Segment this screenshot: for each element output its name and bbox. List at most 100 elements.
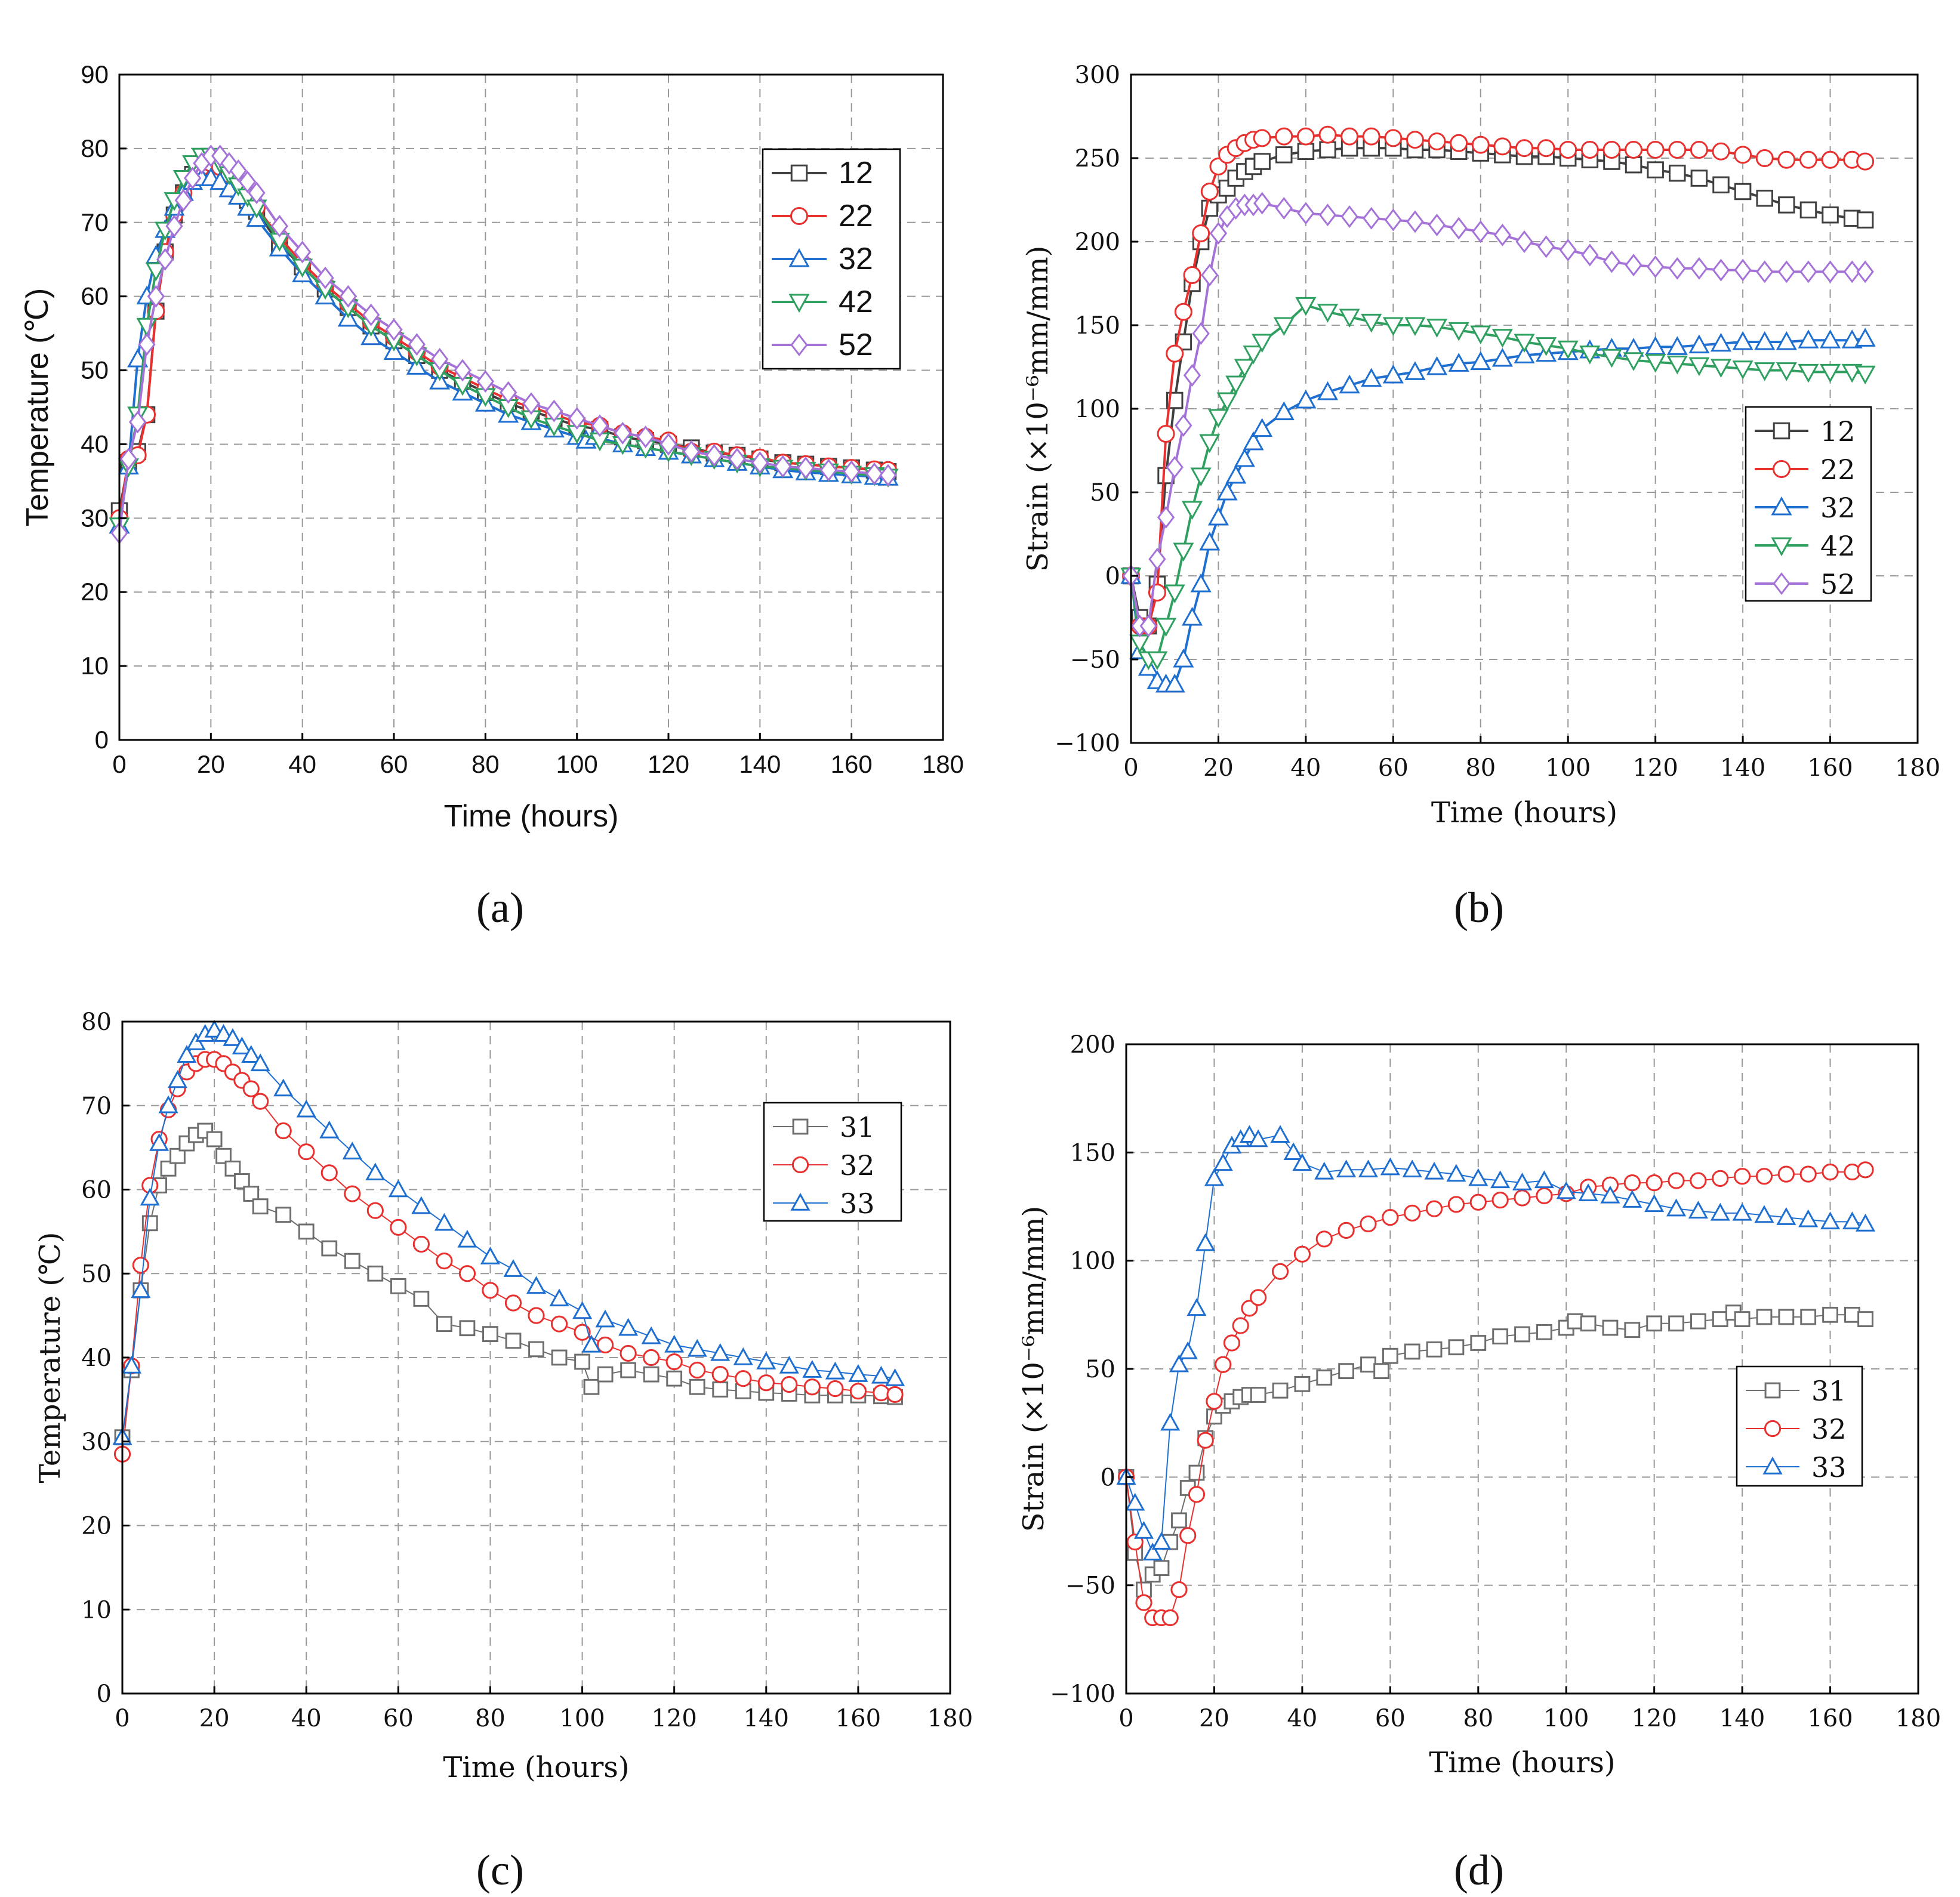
series-32-point [1170, 1581, 1188, 1599]
series-22-point [1646, 141, 1665, 159]
series-31-point [1338, 1363, 1355, 1380]
legend-swatch-marker [1773, 460, 1790, 478]
series-33-point [480, 1247, 500, 1264]
series-32-point [1135, 1594, 1152, 1611]
series-22-point [1712, 142, 1730, 161]
series-33-point [825, 1361, 845, 1380]
series-52-point [1843, 260, 1861, 283]
series-32-point [1710, 332, 1732, 352]
x-tick-label: 60 [1375, 1705, 1406, 1732]
series-12-point [1856, 211, 1874, 229]
series-52-point [1340, 205, 1358, 228]
series-33-point [885, 1368, 905, 1386]
series-32-point [1426, 356, 1448, 375]
y-tick-label: 30 [81, 504, 109, 532]
series-33-point [1732, 1202, 1752, 1221]
series-52-point [1625, 254, 1642, 277]
series-52-point [879, 464, 897, 487]
series-31-point [551, 1349, 568, 1366]
panel-label: (d) [1454, 1846, 1504, 1894]
series-33-point [733, 1347, 753, 1365]
x-axis-title: Time (hours) [443, 1751, 629, 1784]
series-31-point [1426, 1341, 1443, 1358]
x-tick-label: 120 [1632, 754, 1678, 782]
series-42-point [1199, 434, 1221, 454]
series-52-point [1384, 208, 1402, 232]
series-52-point [522, 392, 540, 415]
x-tick-label: 0 [115, 1705, 130, 1732]
series-33-point [1178, 1341, 1198, 1359]
series-33-point [1855, 1213, 1876, 1232]
series-52-point [239, 170, 257, 193]
legend-entry-32: 32 [772, 242, 873, 276]
series-31-point [1646, 1315, 1663, 1332]
series-32-point [1173, 648, 1194, 668]
series-42-point [1536, 337, 1557, 356]
y-tick-label: 0 [1101, 1464, 1115, 1491]
series-33-point [1283, 1142, 1303, 1161]
series-12-point [1778, 196, 1795, 214]
series-31-point [344, 1253, 360, 1269]
series-33-point [1842, 1211, 1862, 1230]
series-32-point [1234, 448, 1255, 467]
series-32-point [1854, 328, 1876, 347]
series-52-point [270, 215, 288, 237]
series-31-point [1857, 1311, 1873, 1327]
series-32-point [1798, 329, 1819, 348]
series-22-point [1471, 135, 1490, 154]
legend-entry-22: 22 [772, 199, 873, 233]
series-42-point [1470, 325, 1491, 345]
legend-swatch-marker [1771, 496, 1792, 516]
y-tick-label: 150 [1070, 1139, 1115, 1167]
series-33-point [1556, 1181, 1576, 1199]
series-32-point [1179, 1527, 1197, 1544]
series-52-point [408, 333, 426, 356]
series-33-point [710, 1343, 731, 1361]
series-42-point [1798, 363, 1819, 383]
series-22-point [1799, 150, 1817, 169]
series-22-point [1192, 224, 1210, 242]
series-32-point [1207, 506, 1229, 526]
series-52-point [1559, 239, 1577, 261]
series-33-point [1314, 1161, 1335, 1180]
series-31-point [1492, 1328, 1509, 1344]
series-31-point [436, 1316, 452, 1332]
series-32-point [1338, 1222, 1355, 1239]
y-tick-label: 50 [1090, 479, 1120, 507]
series-33-point [121, 1355, 141, 1374]
series-33-point [273, 1078, 294, 1097]
series-33-point [1688, 1201, 1708, 1219]
series-32-point [132, 1257, 149, 1274]
series-22-point [1856, 152, 1875, 171]
legend-swatch-marker [1764, 1382, 1781, 1399]
legend-swatch-marker [790, 1192, 810, 1211]
y-axis-title: Temperature (℃) [20, 288, 55, 526]
series-52-point [591, 414, 609, 437]
series-52-point [1192, 322, 1210, 345]
series-42-point [145, 262, 167, 282]
series-33-point [756, 1351, 776, 1369]
legend-label: 33 [840, 1187, 875, 1220]
series-33-point [1213, 1153, 1233, 1171]
legend-box [763, 1102, 902, 1222]
series-33-point [687, 1338, 707, 1357]
series-31-point [1250, 1387, 1266, 1403]
series-33-point [1270, 1125, 1290, 1143]
series-33-point [1187, 1298, 1207, 1316]
series-33-point [1710, 1202, 1730, 1221]
legend-swatch-marker [1771, 537, 1792, 557]
series-42-point [1448, 322, 1469, 341]
series-22-point [1253, 129, 1271, 147]
series-52-point [1139, 615, 1157, 637]
x-tick-label: 160 [836, 1705, 881, 1732]
series-12-point [1822, 206, 1839, 224]
legend-label: 52 [839, 328, 873, 362]
series-32-point [1360, 1215, 1377, 1233]
x-tick-label: 100 [559, 1705, 605, 1732]
series-22-point [1559, 141, 1577, 159]
series-12-point [1799, 201, 1817, 219]
panel-label: (b) [1454, 884, 1504, 931]
series-31-point [666, 1370, 683, 1387]
series-31-point [390, 1278, 406, 1294]
series-33-point [1534, 1170, 1554, 1189]
